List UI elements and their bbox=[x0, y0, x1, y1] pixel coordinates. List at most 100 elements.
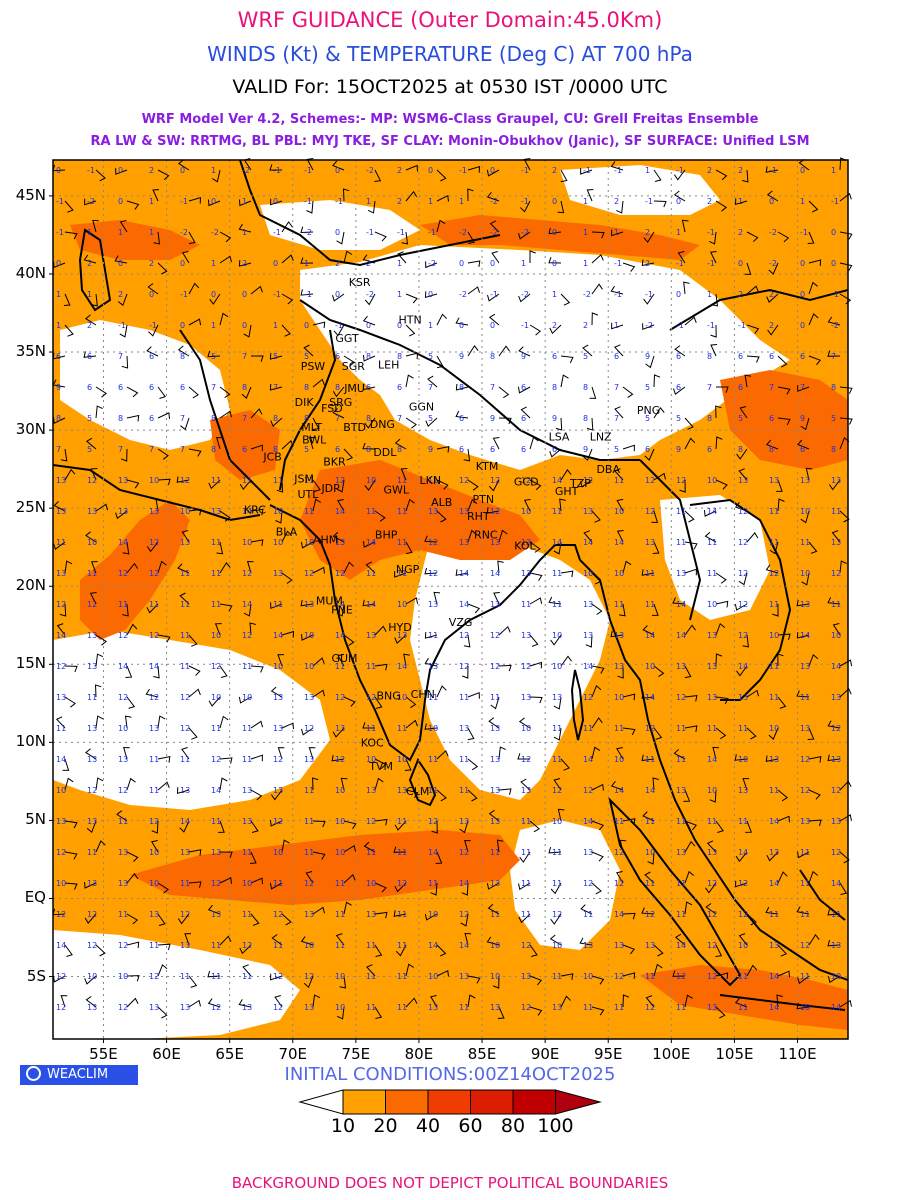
wind-barb bbox=[64, 560, 73, 574]
temperature-value: 11 bbox=[397, 724, 407, 733]
temperature-value: 7 bbox=[180, 445, 185, 454]
wind-barb bbox=[146, 346, 159, 357]
temperature-value: 12 bbox=[738, 910, 748, 919]
temperature-value: 11 bbox=[397, 1003, 407, 1012]
wind-barb bbox=[125, 665, 133, 678]
wind-barb bbox=[364, 293, 376, 306]
wind-barb bbox=[765, 439, 779, 450]
station-label: MUM bbox=[316, 594, 343, 607]
temperature-value: 0 bbox=[335, 228, 340, 237]
lat-label: 40N bbox=[15, 263, 46, 282]
temperature-value: -1 bbox=[521, 197, 529, 206]
temperature-value: 11 bbox=[676, 1003, 686, 1012]
temperature-value: 10 bbox=[428, 972, 438, 981]
temperature-value: -2 bbox=[459, 228, 467, 237]
wind-barb bbox=[312, 820, 326, 828]
temperature-value: -2 bbox=[428, 259, 436, 268]
lat-label: 5S bbox=[26, 966, 46, 985]
wind-barb bbox=[673, 190, 686, 202]
temperature-value: 10 bbox=[304, 631, 314, 640]
temperature-value: 13 bbox=[397, 786, 407, 795]
station-label: PNE bbox=[331, 604, 353, 617]
wind-barb bbox=[827, 908, 841, 916]
wind-barb bbox=[146, 541, 159, 553]
temperature-value: -2 bbox=[366, 166, 374, 175]
wind-barb bbox=[827, 597, 841, 605]
wind-barb bbox=[715, 653, 723, 667]
temperature-value: 14 bbox=[335, 631, 345, 640]
wind-barb bbox=[734, 603, 748, 611]
wind-barb bbox=[734, 754, 748, 761]
wind-barb bbox=[548, 846, 562, 854]
temperature-value: 11 bbox=[428, 755, 438, 764]
wind-barb bbox=[746, 231, 759, 243]
wind-barb bbox=[424, 657, 438, 667]
temperature-value: 5 bbox=[87, 414, 92, 423]
wind-barb bbox=[147, 283, 159, 295]
temperature-value: 7 bbox=[149, 445, 154, 454]
wind-barb bbox=[83, 254, 97, 264]
wind-barb bbox=[239, 199, 252, 207]
temperature-value: 11 bbox=[211, 569, 221, 578]
temperature-value: 11 bbox=[211, 972, 221, 981]
wind-barb bbox=[580, 904, 593, 915]
temperature-value: 12 bbox=[87, 910, 97, 919]
temperature-value: 12 bbox=[211, 879, 221, 888]
temperature-value: 11 bbox=[800, 693, 810, 702]
wind-barb bbox=[641, 259, 655, 267]
sw-low-temp bbox=[53, 930, 300, 1039]
temperature-value: 2 bbox=[552, 166, 557, 175]
temperature-value: 12 bbox=[118, 786, 128, 795]
wind-barb bbox=[617, 665, 624, 679]
andaman bbox=[570, 669, 585, 741]
temperature-value: 11 bbox=[273, 941, 283, 950]
wind-barb bbox=[467, 286, 480, 295]
temperature-value: 12 bbox=[583, 786, 593, 795]
temperature-value: 11 bbox=[397, 941, 407, 950]
wind-barb bbox=[188, 508, 202, 516]
wind-barb bbox=[250, 539, 264, 546]
wind-barb bbox=[405, 417, 417, 429]
temperature-value: -2 bbox=[490, 228, 498, 237]
temperature-value: 8 bbox=[583, 383, 588, 392]
wind-barb bbox=[796, 599, 810, 607]
lon-label: 85E bbox=[467, 1045, 497, 1063]
temperature-value: 1 bbox=[56, 321, 61, 330]
wind-barb bbox=[738, 572, 748, 586]
wind-barb bbox=[157, 943, 171, 951]
temperature-value: 12 bbox=[707, 972, 717, 981]
temperature-value: 12 bbox=[273, 972, 283, 981]
wind-barb bbox=[374, 1006, 383, 1019]
temperature-value: 13 bbox=[831, 693, 841, 702]
temperature-value: -2 bbox=[180, 228, 188, 237]
temperature-value: 1 bbox=[521, 259, 526, 268]
temperature-value: 1 bbox=[645, 166, 650, 175]
temperature-value: 8 bbox=[242, 383, 247, 392]
wind-barb bbox=[121, 355, 129, 369]
wind-barb bbox=[582, 448, 593, 461]
legend-label: 100 bbox=[537, 1115, 574, 1137]
temperature-value: 12 bbox=[211, 1003, 221, 1012]
wind-barb bbox=[488, 717, 500, 729]
wind-barb bbox=[684, 840, 696, 853]
temperature-value: -1 bbox=[707, 228, 715, 237]
temperature-value: 10 bbox=[490, 972, 500, 981]
wind-barb bbox=[642, 625, 655, 636]
wind-barb bbox=[277, 654, 285, 667]
wind-barb bbox=[126, 872, 139, 884]
wind-barb bbox=[126, 386, 139, 398]
temperature-value: 13 bbox=[831, 817, 841, 826]
temperature-value: 10 bbox=[304, 662, 314, 671]
temperature-value: 11 bbox=[180, 879, 190, 888]
temperature-value: 0 bbox=[738, 259, 743, 268]
wind-barb bbox=[742, 778, 750, 791]
wind-barb bbox=[155, 498, 163, 512]
temperature-value: 12 bbox=[304, 972, 314, 981]
wind-barb bbox=[549, 324, 562, 335]
wind-barb bbox=[716, 386, 729, 393]
wind-barb bbox=[715, 479, 728, 490]
wind-barb bbox=[153, 665, 160, 679]
temperature-value: 13 bbox=[738, 786, 748, 795]
wind-barb bbox=[560, 169, 568, 183]
wind-barb bbox=[746, 324, 760, 334]
